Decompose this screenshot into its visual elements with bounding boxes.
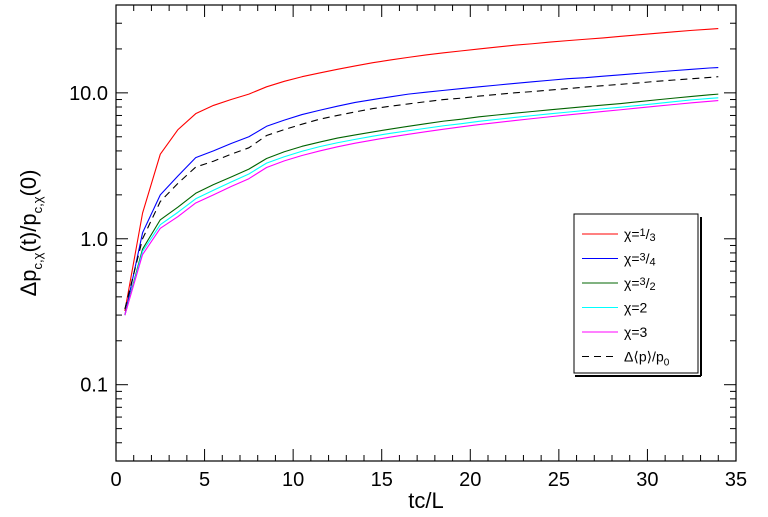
legend-label: χ=3/4	[624, 251, 656, 269]
series-layer	[124, 27, 719, 316]
legend-box	[573, 213, 699, 374]
x-tick-label: 30	[636, 469, 658, 491]
legend: χ=1/3 χ=3/4 χ=3/2 χ=2 χ=3 Δ⟨p⟩/p0	[573, 213, 702, 377]
legend-label: Δ⟨p⟩/p0	[624, 349, 670, 369]
x-tick-label: 5	[199, 469, 210, 491]
series-line	[124, 27, 719, 312]
x-axis-tick-labels: 0 5 10 15 20 25 30 35	[110, 469, 747, 491]
series-line	[124, 100, 719, 316]
y-label-mid: (t)/p	[16, 213, 41, 252]
y-tick-label: 10.0	[69, 83, 108, 105]
series-line	[124, 76, 719, 310]
legend-label: χ=2	[624, 300, 648, 316]
y-label-sub2: c,χ	[30, 196, 45, 213]
y-axis-ticks	[116, 4, 736, 462]
plot-area-frame	[115, 4, 737, 462]
y-tick-label: 0.1	[80, 375, 108, 397]
legend-label: χ=3	[624, 324, 648, 340]
x-tick-label: 10	[282, 469, 304, 491]
legend-label: χ=1/3	[624, 226, 656, 244]
y-label-end: (0)	[16, 170, 41, 197]
x-tick-label: 20	[459, 469, 481, 491]
x-tick-label: 15	[371, 469, 393, 491]
y-axis-label: Δpc,χ(t)/pc,χ(0)	[16, 170, 45, 297]
x-tick-label: 35	[725, 469, 747, 491]
series-line	[124, 97, 719, 316]
series-line	[124, 67, 719, 316]
x-tick-label: 25	[548, 469, 570, 491]
x-axis-ticks	[115, 5, 737, 461]
y-axis-tick-labels: 0.1 1.0 10.0	[69, 83, 108, 397]
y-tick-label: 1.0	[80, 229, 108, 251]
series-line	[124, 93, 719, 316]
y-label-delta: Δp	[16, 269, 41, 296]
y-label-sub1: c,χ	[30, 252, 45, 269]
x-axis-label: tc/L	[408, 488, 443, 513]
legend-label: χ=3/2	[624, 275, 656, 293]
x-tick-label: 0	[110, 469, 121, 491]
